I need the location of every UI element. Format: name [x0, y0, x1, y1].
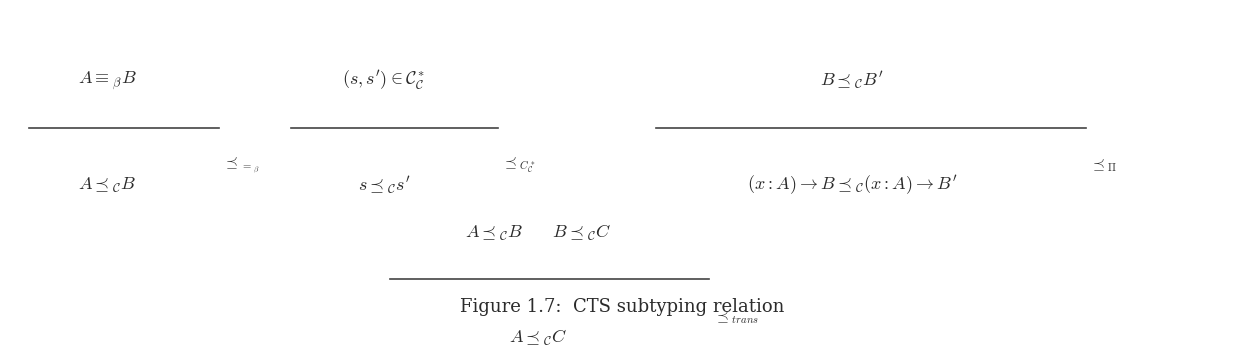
Text: $\preceq_{=_\beta}$: $\preceq_{=_\beta}$ — [223, 156, 259, 175]
Text: $B \preceq_{\mathcal{C}} B'$: $B \preceq_{\mathcal{C}} B'$ — [820, 69, 884, 91]
Text: Figure 1.7:  CTS subtyping relation: Figure 1.7: CTS subtyping relation — [461, 298, 784, 316]
Text: $A \equiv_{\beta} B$: $A \equiv_{\beta} B$ — [77, 69, 136, 92]
Text: $s \preceq_{\mathcal{C}} s'$: $s \preceq_{\mathcal{C}} s'$ — [357, 174, 410, 196]
Text: $\preceq_{\Pi}$: $\preceq_{\Pi}$ — [1089, 157, 1117, 174]
Text: $(x : A) \rightarrow B \preceq_{\mathcal{C}} (x : A) \rightarrow B'$: $(x : A) \rightarrow B \preceq_{\mathcal… — [747, 174, 957, 197]
Text: $\preceq_{trans}$: $\preceq_{trans}$ — [715, 309, 759, 326]
Text: $A \preceq_{\mathcal{C}} B$: $A \preceq_{\mathcal{C}} B$ — [78, 176, 136, 195]
Text: $A \preceq_{\mathcal{C}} B \qquad B \preceq_{\mathcal{C}} C$: $A \preceq_{\mathcal{C}} B \qquad B \pre… — [464, 223, 611, 243]
Text: $(s, s') \in \mathcal{C}^*_{\mathcal{C}}$: $(s, s') \in \mathcal{C}^*_{\mathcal{C}}… — [342, 69, 426, 92]
Text: $\preceq_{C^*_{\mathcal{C}}}$: $\preceq_{C^*_{\mathcal{C}}}$ — [502, 156, 535, 175]
Text: $A \preceq_{\mathcal{C}} C$: $A \preceq_{\mathcal{C}} C$ — [509, 328, 568, 348]
